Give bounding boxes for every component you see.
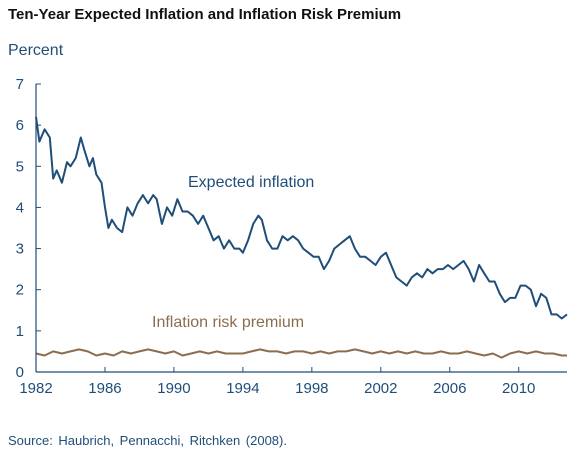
y-tick-label: 2	[16, 282, 24, 299]
y-tick-label: 5	[16, 158, 24, 175]
y-tick-label: 4	[16, 199, 24, 216]
chart-title: Ten-Year Expected Inflation and Inflatio…	[8, 6, 402, 23]
axis-ticks: 0 1 2 3 4 5 6 7 1982 1986 1990 1994 1998 2002 2006 2010	[16, 76, 536, 397]
inflation-risk-premium-line	[35, 348, 567, 359]
expected-inflation-line	[35, 116, 568, 320]
y-tick-label: 0	[16, 364, 24, 381]
x-tick-label: 1990	[157, 380, 190, 397]
series-lines	[35, 116, 568, 359]
y-tick-label: 6	[16, 117, 24, 134]
x-tick-label: 1998	[295, 380, 328, 397]
x-tick-label: 1986	[88, 380, 121, 397]
y-tick-label: 3	[16, 241, 24, 258]
x-tick-label: 1994	[226, 380, 259, 397]
y-tick-label: 1	[16, 323, 24, 340]
x-tick-label: 2010	[502, 380, 535, 397]
source-note: Source: Haubrich, Pennacchi, Ritchken (2…	[8, 433, 287, 448]
x-tick-label: 1982	[19, 380, 52, 397]
axes	[35, 83, 567, 373]
x-tick-label: 2002	[364, 380, 397, 397]
y-axis-label: Percent	[8, 42, 64, 59]
y-tick-label: 7	[16, 76, 24, 93]
series-label-expected-inflation: Expected inflation	[188, 174, 314, 191]
series-label-inflation-risk-premium: Inflation risk premium	[152, 314, 304, 331]
x-tick-label: 2006	[433, 380, 466, 397]
